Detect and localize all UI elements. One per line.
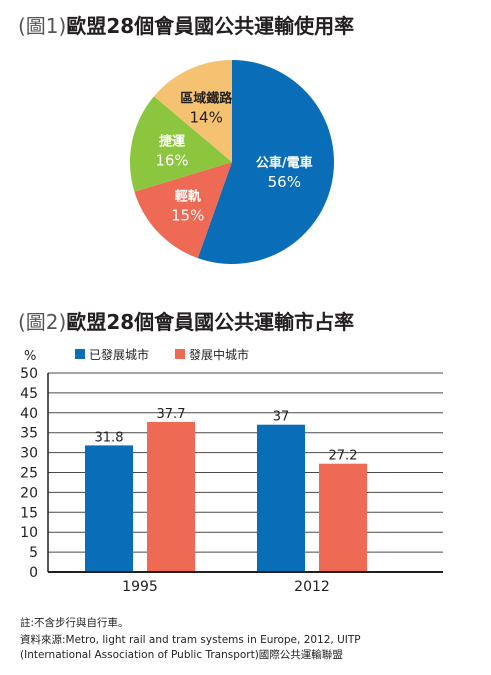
bar-value-label: 27.2: [329, 449, 358, 464]
legend-swatch: [175, 349, 185, 359]
bar-chart-heading: (圖2)歐盟28個會員國公共運輸市占率: [18, 306, 354, 335]
pie-slice-value: 15%: [171, 206, 204, 224]
pie-chart: 公車/電車 56% 輕軌 15% 捷運 16% 區域鐵路 14%: [130, 60, 334, 264]
legend-entry: 已發展城市: [89, 347, 149, 362]
y-tick-label: 50: [20, 366, 38, 382]
bar-value-label: 37.7: [157, 407, 186, 422]
bar-value-label: 37: [273, 410, 290, 425]
pie-slice-label: 公車/電車: [256, 155, 313, 171]
pie-slice: [197, 60, 334, 264]
pie-chart-heading: (圖1)歐盟28個會員國公共運輸使用率: [18, 10, 354, 39]
pie-slice-label: 區域鐵路: [180, 91, 233, 107]
y-tick-label: 5: [29, 545, 38, 561]
y-tick-label: 40: [20, 406, 38, 422]
bar: [319, 463, 367, 572]
y-tick-label: 20: [20, 485, 38, 501]
y-tick-label: 0: [29, 565, 38, 581]
y-tick-label: 25: [20, 466, 38, 482]
bar-chart: % 已發展城市 發展中城市 0 5 10 15 20 25 30 35 40 45 50 31.8 37.7 1…: [20, 347, 443, 595]
bar-chart-title: 歐盟28個會員國公共運輸市占率: [66, 310, 355, 334]
y-tick-label: 15: [20, 505, 38, 521]
x-tick-label: 1995: [122, 579, 158, 595]
y-tick-label: 30: [20, 446, 38, 462]
pie-chart-figure-number: (圖1): [18, 14, 67, 38]
y-tick-label: 10: [20, 525, 38, 541]
bar: [257, 424, 305, 572]
source-note: 資料來源:Metro, light rail and tram systems …: [20, 634, 361, 646]
pie-slice-value: 16%: [155, 152, 188, 170]
legend-swatch: [75, 349, 85, 359]
y-tick-label: 35: [20, 426, 38, 442]
pie-slice-label: 輕軌: [175, 188, 201, 204]
pie-slice-value: 14%: [190, 109, 223, 127]
x-tick-label: 2012: [294, 579, 330, 595]
pie-slice: [153, 60, 232, 162]
source-note-continued: (International Association of Public Tra…: [20, 649, 343, 661]
bar: [85, 445, 133, 572]
bar: [147, 422, 195, 572]
pie-slice-value: 56%: [268, 173, 301, 191]
y-tick-label: 45: [20, 386, 38, 402]
bar-chart-figure-number: (圖2): [18, 310, 67, 334]
pie-slice-label: 捷運: [159, 134, 185, 150]
footnote: 註:不含步行與自行車。: [20, 617, 129, 629]
bar-value-label: 31.8: [95, 430, 124, 445]
pie-slice: [130, 96, 232, 192]
pie-chart-title: 歐盟28個會員國公共運輸使用率: [66, 14, 355, 38]
pie-slice: [134, 162, 232, 259]
legend-entry: 發展中城市: [189, 347, 249, 362]
y-axis-label: %: [24, 349, 36, 364]
